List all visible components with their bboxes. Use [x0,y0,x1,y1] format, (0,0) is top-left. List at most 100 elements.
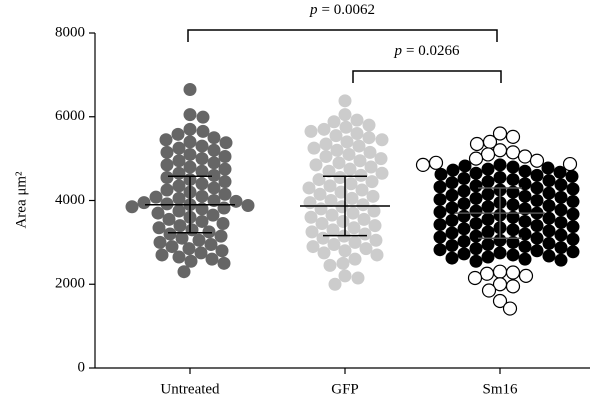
point [348,252,362,266]
point [162,212,176,226]
point [304,210,318,224]
point [196,110,210,124]
point [469,229,483,243]
point [165,240,179,254]
point [196,124,210,138]
point [506,185,520,199]
point [241,199,255,213]
point [469,166,483,180]
open-point [492,126,508,141]
y-tick-label: 0 [78,359,86,375]
point [481,187,495,201]
point [183,135,197,149]
point [195,139,209,153]
significance-bracket [187,29,498,42]
p-value: p = 0.0266 [394,43,460,59]
point [345,191,359,205]
point [338,244,352,258]
point [195,164,209,178]
point [518,214,532,228]
point [319,150,333,164]
point [542,236,556,250]
point [457,234,471,248]
point [160,183,174,197]
point [304,124,318,138]
point [309,158,323,172]
point [469,217,483,231]
point [335,200,349,214]
point [183,147,197,161]
point [338,269,352,283]
point [338,94,352,108]
point [445,213,459,227]
point [457,172,471,186]
p-value: p = 0.0062 [309,2,375,18]
point [481,212,495,226]
point [554,228,568,242]
point [374,152,388,166]
point [339,120,353,134]
open-point [415,157,431,173]
open-point [505,279,521,294]
y-axis-label: Area μm² [13,171,29,229]
point [481,250,495,264]
y-tick-label: 8000 [55,24,85,40]
point [151,206,165,220]
point [469,242,483,256]
point [506,210,520,224]
point [445,176,459,190]
point [195,152,209,166]
point [342,147,356,161]
point [172,204,186,218]
point [364,160,378,174]
point [330,143,344,157]
point [152,221,166,235]
point [518,189,532,203]
point [155,248,169,262]
point [172,250,186,264]
point [159,133,173,147]
point [363,145,377,159]
point [218,175,232,189]
point [219,136,233,150]
point [183,108,197,122]
point [481,175,495,189]
point [469,179,483,193]
point [469,204,483,218]
point [340,135,354,149]
point [481,237,495,251]
point [215,244,229,258]
point [368,219,382,233]
point [353,154,367,168]
point [365,175,379,189]
point [433,243,447,257]
point [362,118,376,132]
point [163,227,177,241]
point [314,202,328,216]
point [182,242,196,256]
point [445,226,459,240]
point [323,179,337,193]
point [324,194,338,207]
open-point [492,264,508,279]
point [362,131,376,145]
open-point [469,136,485,152]
point [171,127,185,141]
point [457,222,471,236]
point [195,177,209,191]
point [369,233,383,247]
p-symbol: p [309,2,318,18]
point [325,208,339,222]
point [350,113,364,127]
point [316,231,330,245]
point [375,133,389,147]
point [530,194,544,207]
point [160,170,174,184]
point [303,196,317,210]
point [329,129,343,143]
point [493,170,507,184]
point [194,246,208,260]
point [506,160,520,174]
point [457,209,471,223]
point [506,223,520,237]
